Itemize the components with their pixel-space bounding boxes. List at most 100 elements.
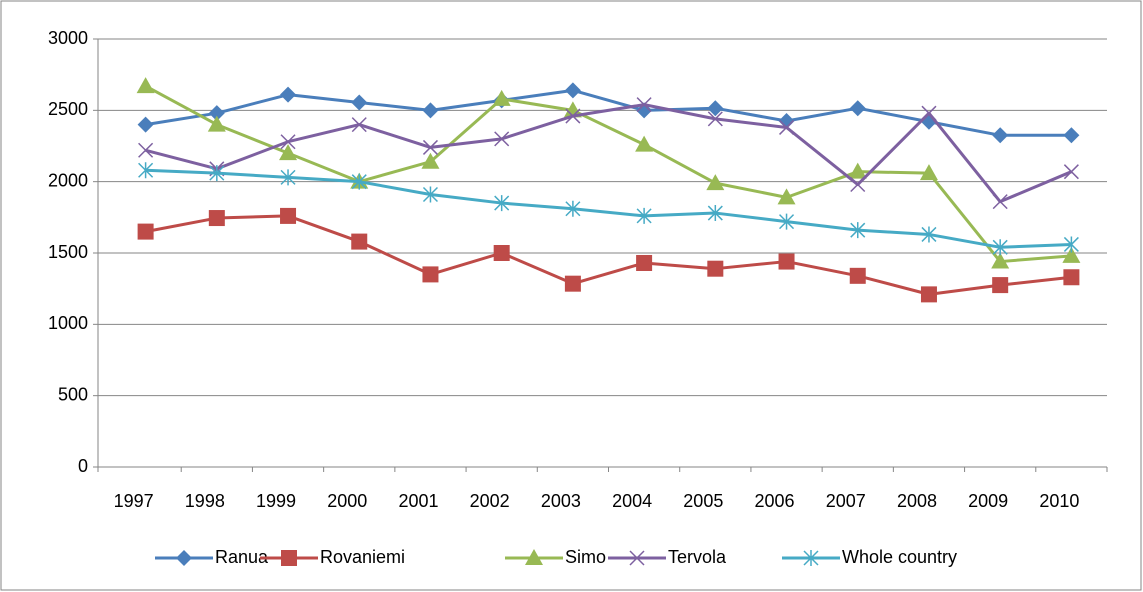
legend-item: Simo — [505, 547, 606, 567]
point — [565, 200, 581, 217]
x-tick-label: 2002 — [470, 491, 510, 511]
point — [778, 113, 795, 130]
x-tick-label: 2007 — [826, 491, 866, 511]
point — [849, 100, 866, 117]
point — [280, 207, 297, 224]
legend-label: Ranua — [215, 547, 269, 567]
legend-label: Whole country — [842, 547, 957, 567]
series-line — [145, 168, 1072, 249]
legend-label: Tervola — [668, 547, 727, 567]
point — [779, 213, 795, 230]
y-tick-label: 1500 — [48, 242, 88, 262]
x-tick-label: 2009 — [968, 491, 1008, 511]
point — [280, 169, 296, 186]
point — [1063, 236, 1079, 253]
x-tick-label: 2000 — [327, 491, 367, 511]
series-line — [145, 88, 1072, 137]
point — [563, 101, 582, 118]
y-tick-label: 3000 — [48, 28, 88, 48]
legend-label: Rovaniemi — [320, 547, 405, 567]
x-tick-label: 2008 — [897, 491, 937, 511]
point — [991, 252, 1010, 269]
point — [280, 134, 296, 150]
point — [351, 117, 367, 133]
point — [494, 195, 510, 212]
point — [1062, 246, 1081, 263]
point — [992, 239, 1008, 256]
point — [207, 115, 226, 132]
point — [1063, 127, 1080, 144]
point — [209, 165, 225, 182]
point — [635, 135, 654, 152]
point — [351, 94, 368, 111]
point — [493, 245, 510, 261]
point — [636, 207, 652, 224]
point — [803, 550, 819, 566]
series-line — [144, 84, 1072, 264]
point — [137, 116, 154, 133]
point — [279, 144, 298, 161]
series-line — [145, 214, 1072, 296]
point — [706, 174, 725, 191]
point — [564, 275, 581, 292]
point — [422, 102, 439, 119]
x-tick-label: 2001 — [398, 491, 438, 511]
x-tick-label: 2003 — [541, 491, 581, 511]
point — [494, 131, 510, 147]
legend-item: Ranua — [155, 547, 269, 567]
point — [992, 277, 1009, 294]
point — [421, 152, 440, 169]
x-tick-label: 2004 — [612, 491, 652, 511]
point — [920, 286, 937, 303]
point — [138, 142, 154, 158]
point — [525, 549, 543, 565]
point — [281, 550, 297, 566]
x-tick-label: 2005 — [683, 491, 723, 511]
point — [351, 173, 367, 190]
point — [850, 222, 866, 239]
point — [992, 127, 1009, 144]
y-tick-label: 500 — [58, 384, 88, 404]
point — [492, 89, 511, 106]
point — [778, 253, 795, 270]
point — [564, 82, 581, 99]
point — [208, 105, 225, 122]
series-line — [145, 103, 1072, 204]
point — [1063, 269, 1080, 286]
point — [707, 100, 724, 117]
point — [137, 223, 154, 240]
point — [208, 210, 225, 227]
legend-label: Simo — [565, 547, 606, 567]
point — [351, 233, 368, 250]
point — [136, 77, 155, 94]
point — [707, 205, 723, 222]
point — [921, 105, 937, 121]
point — [565, 108, 581, 124]
x-tick-label: 1997 — [114, 491, 154, 511]
point — [636, 254, 653, 271]
point — [707, 260, 724, 277]
y-tick-label: 0 — [78, 456, 88, 476]
x-tick-label: 1999 — [256, 491, 296, 511]
x-tick-label: 1998 — [185, 491, 225, 511]
point — [1063, 164, 1079, 180]
point — [919, 164, 938, 181]
y-tick-label: 2000 — [48, 170, 88, 190]
point — [176, 550, 192, 566]
point — [848, 162, 867, 179]
y-tick-label: 2500 — [48, 99, 88, 119]
legend-item: Tervola — [608, 547, 727, 567]
point — [849, 267, 866, 284]
point — [921, 226, 937, 243]
point — [636, 97, 652, 113]
point — [629, 550, 645, 566]
legend-item: Rovaniemi — [260, 547, 405, 567]
point — [422, 186, 438, 203]
point — [707, 111, 723, 127]
point — [280, 86, 297, 103]
point — [138, 162, 154, 179]
point — [779, 119, 795, 135]
legend-item: Whole country — [782, 547, 957, 567]
